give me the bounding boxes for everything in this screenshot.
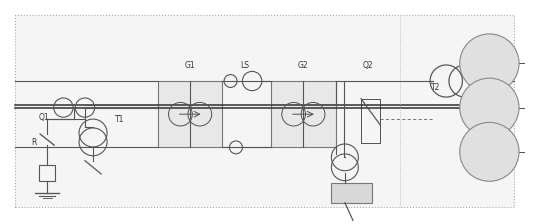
Text: T1: T1 — [114, 115, 124, 124]
Bar — [331, 183, 372, 203]
Text: SM: SM — [484, 149, 494, 155]
Text: SM: SM — [484, 60, 494, 66]
Text: G2: G2 — [298, 61, 308, 70]
Bar — [158, 81, 222, 147]
Bar — [271, 81, 335, 147]
Ellipse shape — [460, 78, 519, 137]
Text: R: R — [31, 138, 36, 147]
Text: LS: LS — [241, 61, 250, 70]
Bar — [361, 99, 380, 143]
Text: SM: SM — [484, 105, 494, 111]
Text: Q2: Q2 — [363, 61, 373, 70]
Text: Q1: Q1 — [38, 113, 49, 122]
Text: T2: T2 — [431, 83, 440, 92]
Bar — [39, 165, 55, 181]
Ellipse shape — [460, 122, 519, 181]
Ellipse shape — [460, 34, 519, 93]
Bar — [15, 15, 514, 207]
Text: G1: G1 — [185, 61, 196, 70]
